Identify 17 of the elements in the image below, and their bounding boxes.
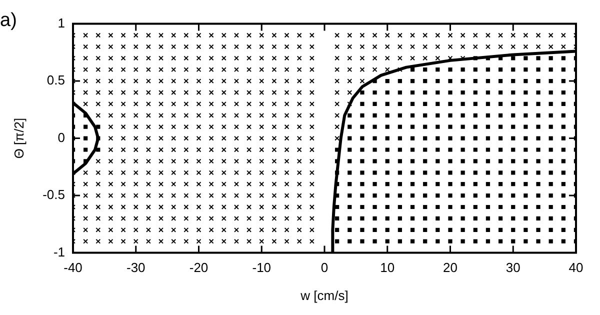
x-tick-label: -20 bbox=[189, 260, 208, 276]
x-tick-label: 20 bbox=[443, 260, 458, 276]
text: a) bbox=[0, 10, 17, 32]
y-tick-label: 1 bbox=[58, 15, 65, 30]
y-axis-title: Θ [π/2] bbox=[11, 118, 26, 159]
y-tick-label: -0.5 bbox=[42, 187, 65, 202]
x-tick-label: 40 bbox=[568, 260, 584, 276]
x-tick-label: -30 bbox=[126, 260, 146, 276]
x-axis-title: w [cm/s] bbox=[300, 288, 348, 303]
x-tick-label: 30 bbox=[506, 260, 520, 276]
x-tick-label: -40 bbox=[64, 260, 82, 276]
x-tick-label: -10 bbox=[252, 260, 272, 276]
y-tick-label: -1 bbox=[53, 244, 65, 260]
x-tick-label: 10 bbox=[380, 260, 395, 276]
x-tick-label: 0 bbox=[320, 260, 328, 276]
y-tick-label: 0 bbox=[58, 130, 65, 145]
y-tick-label: 0.5 bbox=[46, 72, 65, 88]
